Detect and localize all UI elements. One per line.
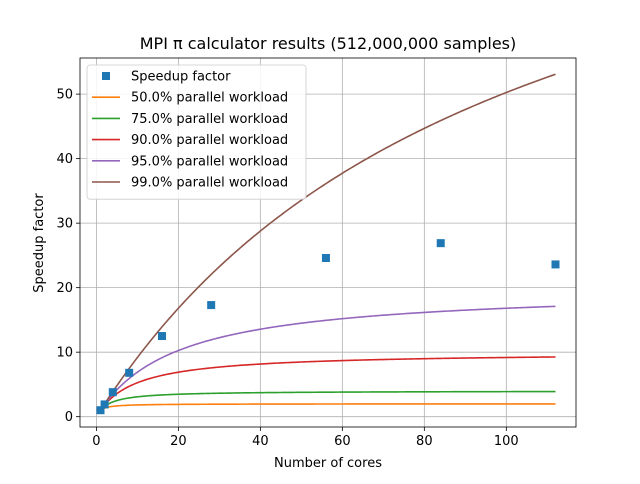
series-line-4 [99,73,556,411]
y-tick-label: 10 [56,346,73,361]
legend-label: 50.0% parallel workload [131,91,288,106]
y-tick-label: 0 [65,410,73,425]
speedup-point [100,400,109,409]
y-tick-label: 40 [56,152,73,167]
speedup-point [207,301,216,310]
legend-box [86,64,307,200]
legend-label: 75.0% parallel workload [131,112,288,127]
legend-marker-speedup [102,72,110,80]
x-tick-label: 80 [416,434,433,449]
series-line-3 [99,305,556,411]
y-tick-label: 20 [56,281,73,296]
series-line-1 [99,390,556,411]
speedup-point [321,253,330,262]
x-axis-label: Number of cores [274,456,382,471]
legend: Speedup factor 50.0% parallel workload 75.… [86,64,307,200]
y-tick-label: 30 [56,217,73,232]
y-tick-label: 50 [56,88,73,103]
legend-label: 99.0% parallel workload [131,176,288,191]
speedup-point [436,239,445,248]
speedup-point [157,332,166,341]
speedup-point [96,406,105,415]
legend-label: 95.0% parallel workload [131,154,288,169]
x-tick-label: 20 [170,434,187,449]
speedup-point [551,260,560,269]
x-tick-label: 0 [92,434,100,449]
series-line-2 [99,356,556,411]
series-line-0 [100,403,556,411]
x-tick-label: 60 [334,434,351,449]
x-tick-label: 100 [494,434,519,449]
x-tick-label: 40 [252,434,269,449]
legend-label: Speedup factor [131,70,231,85]
chart-title: MPI π calculator results (512,000,000 sa… [140,34,517,53]
plot-frame [79,57,577,428]
data-layer [96,73,560,415]
axes: 0 20 40 60 80 100 0 10 20 30 40 50 [56,57,577,449]
speedup-point [125,368,134,377]
speedup-point [108,388,117,397]
legend-label: 90.0% parallel workload [131,133,288,148]
y-axis-label: Speedup factor [32,193,47,293]
